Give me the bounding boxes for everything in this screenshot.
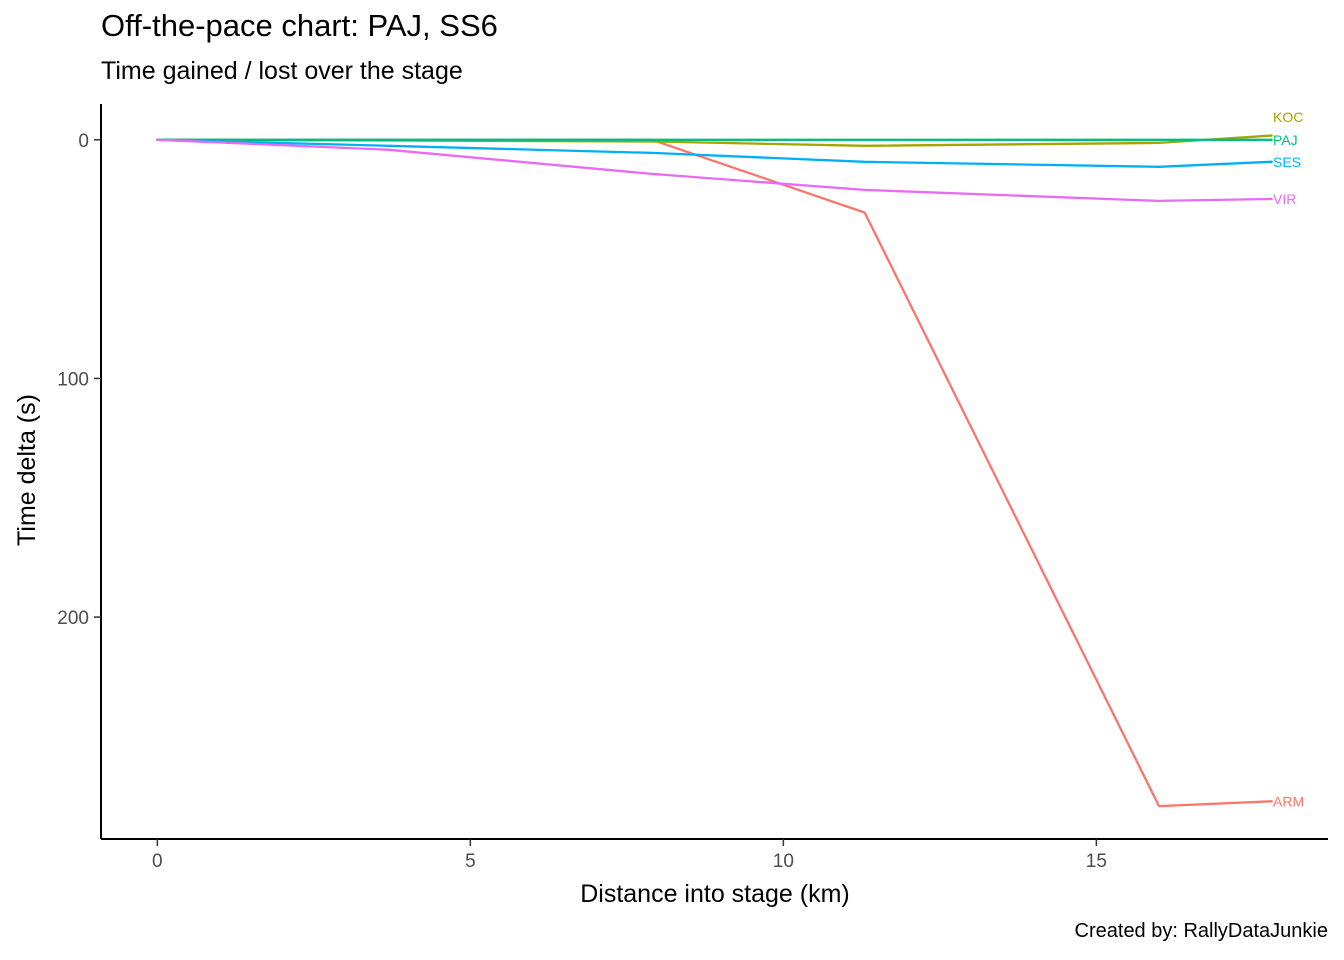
series-label-vir: VIR xyxy=(1273,191,1296,207)
chart-title: Off-the-pace chart: PAJ, SS6 xyxy=(101,8,498,43)
series-line-arm xyxy=(156,138,1273,808)
y-tick-label: 0 xyxy=(78,131,89,152)
series-label-paj: PAJ xyxy=(1273,132,1298,148)
x-ticks: 0 5 10 15 xyxy=(152,839,1107,872)
y-tick-label: 100 xyxy=(57,369,89,390)
series-labels: ARM KOC PAJ SES VIR xyxy=(1273,109,1304,809)
series-label-ses: SES xyxy=(1273,154,1301,170)
x-tick-label: 15 xyxy=(1086,851,1107,872)
series-line-ses xyxy=(156,138,1273,168)
series-lines xyxy=(156,134,1273,808)
axes xyxy=(100,104,1328,840)
x-axis-title: Distance into stage (km) xyxy=(580,880,850,908)
x-tick-label: 5 xyxy=(465,851,476,872)
series-line-vir xyxy=(156,138,1273,203)
y-tick-label: 200 xyxy=(57,608,89,629)
y-axis-title: Time delta (s) xyxy=(13,394,41,546)
x-tick-label: 10 xyxy=(773,851,794,872)
chart-subtitle: Time gained / lost over the stage xyxy=(101,57,463,85)
y-ticks: 0 100 200 xyxy=(57,131,101,629)
x-tick-label: 0 xyxy=(152,851,163,872)
series-label-arm: ARM xyxy=(1273,793,1304,809)
chart-caption: Created by: RallyDataJunkie xyxy=(1074,920,1328,942)
series-label-koc: KOC xyxy=(1273,109,1303,125)
